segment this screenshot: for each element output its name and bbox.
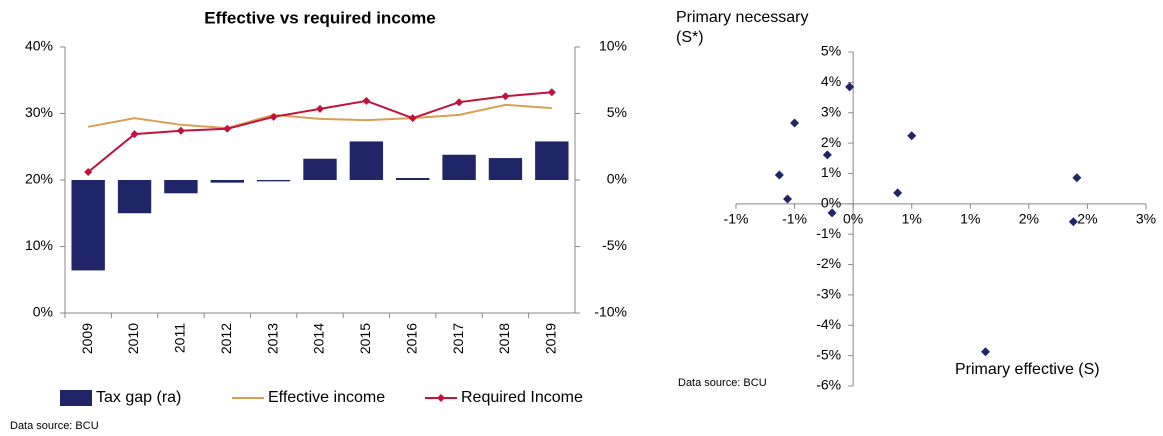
legend-label: Tax gap (ra) <box>96 389 181 406</box>
y-tick-label: -6% <box>816 377 841 393</box>
y-tick-label: 40% <box>25 38 53 54</box>
bar <box>71 180 105 271</box>
x-tick-label: -1% <box>782 211 807 227</box>
y-axis-label-box: Primary necessary (S*) <box>676 9 809 46</box>
y2-tick-label: 10% <box>599 38 627 54</box>
bar <box>488 158 523 180</box>
bar <box>349 141 384 180</box>
x-tick-label: 2015 <box>357 323 373 354</box>
line <box>87 103 552 130</box>
bar <box>535 141 569 180</box>
x-tick-label: 2% <box>1077 211 1097 227</box>
x-tick-label: 2014 <box>311 323 327 354</box>
line-marker <box>130 130 139 139</box>
scatter-point <box>783 194 793 204</box>
bar <box>442 154 476 180</box>
scatter-point <box>822 150 832 160</box>
y2-tick-label: 0% <box>607 171 627 187</box>
x-tick-label: -1% <box>724 211 749 227</box>
legend-swatch <box>60 390 92 406</box>
y-tick-label: 0% <box>821 195 841 211</box>
x-tick-label: 2016 <box>403 323 419 354</box>
x-tick-label: 0% <box>843 211 863 227</box>
x-tick-label: 2% <box>1019 211 1039 227</box>
line-marker <box>501 92 510 101</box>
y-tick-label: 5% <box>821 43 841 59</box>
y-tick-label: -5% <box>816 346 841 362</box>
y-tick-label: 10% <box>25 237 53 253</box>
y2-tick-label: 5% <box>607 104 627 120</box>
y2-tick-label: -10% <box>594 304 627 320</box>
line-marker <box>316 104 324 113</box>
x-tick-label: 2010 <box>125 323 141 354</box>
bar <box>256 180 291 182</box>
x-tick-label: 1% <box>902 211 922 227</box>
y-tick-label: 4% <box>821 73 841 89</box>
x-axis-label: Primary effective (S) <box>955 361 1100 378</box>
scatter-point <box>827 208 837 218</box>
y-tick-label: -1% <box>816 225 841 241</box>
y-tick-label: 20% <box>25 171 53 187</box>
x-tick-label: 2009 <box>79 323 95 354</box>
line-marker <box>223 124 232 133</box>
x-tick-label: 2013 <box>264 323 280 354</box>
scatter-point <box>893 188 903 198</box>
bar <box>396 178 430 180</box>
chart-title: Effective vs required income <box>204 8 435 27</box>
scatter-point <box>907 131 917 141</box>
line-marker <box>408 114 417 123</box>
y2-tick-label: -5% <box>602 237 627 253</box>
y-tick-label: -3% <box>816 286 841 302</box>
x-tick-label: 2019 <box>543 323 559 354</box>
bar <box>210 180 244 183</box>
line-marker <box>84 168 93 177</box>
scatter-point <box>981 347 991 357</box>
legend-marker <box>437 394 445 402</box>
y-tick-label: 0% <box>33 304 53 320</box>
y-axis-label: Primary necessary (S*) <box>676 9 809 46</box>
line-marker <box>547 88 556 97</box>
legend-label: Effective income <box>268 389 385 406</box>
x-tick-label: 3% <box>1136 211 1156 227</box>
y-tick-label: -4% <box>816 316 841 332</box>
bar <box>303 158 337 180</box>
y-tick-label: -2% <box>816 255 841 271</box>
x-tick-label: 2017 <box>450 323 466 354</box>
line-marker <box>176 126 185 135</box>
line-marker <box>269 112 278 121</box>
source-note: Data source: BCU <box>678 377 767 389</box>
scatter-point <box>845 82 855 92</box>
scatter-point <box>790 118 800 128</box>
y-tick-label: 30% <box>25 104 53 120</box>
x-tick-label: 1% <box>960 211 980 227</box>
y-tick-label: 1% <box>821 164 841 180</box>
line-marker <box>362 96 371 105</box>
bar <box>117 180 152 214</box>
line-marker <box>455 98 464 107</box>
x-tick-label: 2012 <box>218 323 234 354</box>
source-note: Data source: BCU <box>10 420 99 432</box>
y-tick-label: 2% <box>821 134 841 150</box>
x-tick-label: 2011 <box>172 323 188 353</box>
legend-label: Required Income <box>461 389 583 406</box>
scatter-point <box>774 170 784 180</box>
x-tick-label: 2018 <box>496 323 512 354</box>
scatter-point <box>1068 217 1078 227</box>
y-tick-label: 3% <box>821 103 841 119</box>
scatter-point <box>1072 173 1082 183</box>
bar <box>164 180 198 194</box>
